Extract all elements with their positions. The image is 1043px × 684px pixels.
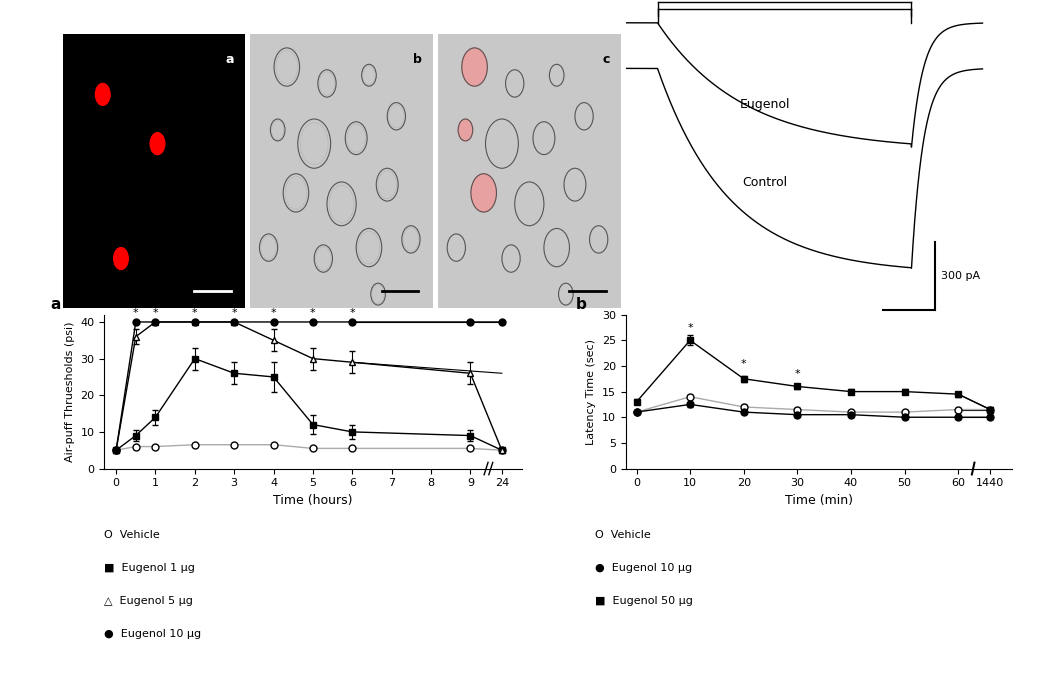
Text: b: b — [576, 297, 586, 312]
Y-axis label: Air-puff Thruesholds (psi): Air-puff Thruesholds (psi) — [65, 321, 75, 462]
Circle shape — [462, 48, 487, 86]
Text: b: b — [413, 53, 421, 66]
Text: *: * — [152, 308, 159, 317]
Text: ●  Eugenol 10 μg: ● Eugenol 10 μg — [104, 629, 201, 639]
X-axis label: Time (min): Time (min) — [784, 494, 853, 507]
Text: ■  Eugenol 1 μg: ■ Eugenol 1 μg — [104, 563, 195, 573]
Text: 300 pA: 300 pA — [941, 271, 980, 281]
Text: *: * — [310, 308, 316, 317]
Text: Control: Control — [742, 176, 787, 189]
Text: *: * — [687, 323, 693, 332]
Text: △  Eugenol 5 μg: △ Eugenol 5 μg — [104, 596, 193, 606]
Text: ■  Eugenol 50 μg: ■ Eugenol 50 μg — [595, 596, 693, 606]
Text: *: * — [741, 358, 747, 369]
Text: Eugenol: Eugenol — [739, 98, 790, 111]
Text: ●  Eugenol 10 μg: ● Eugenol 10 μg — [595, 563, 692, 573]
Text: *: * — [192, 308, 197, 317]
Circle shape — [470, 174, 496, 212]
Circle shape — [96, 83, 111, 105]
Text: *: * — [349, 308, 355, 317]
Y-axis label: Latency Time (sec): Latency Time (sec) — [586, 339, 597, 445]
Text: O  Vehicle: O Vehicle — [595, 530, 650, 540]
Text: *: * — [132, 308, 139, 317]
Circle shape — [458, 119, 472, 141]
Text: *: * — [232, 308, 237, 317]
Text: O  Vehicle: O Vehicle — [104, 530, 160, 540]
Text: c: c — [602, 53, 609, 66]
Text: *: * — [271, 308, 276, 317]
Circle shape — [114, 248, 128, 269]
Text: *: * — [795, 369, 800, 379]
Text: a: a — [225, 53, 234, 66]
Text: 500 ms: 500 ms — [889, 333, 929, 343]
X-axis label: Time (hours): Time (hours) — [273, 494, 353, 507]
Text: a: a — [50, 297, 60, 312]
Circle shape — [150, 133, 165, 155]
